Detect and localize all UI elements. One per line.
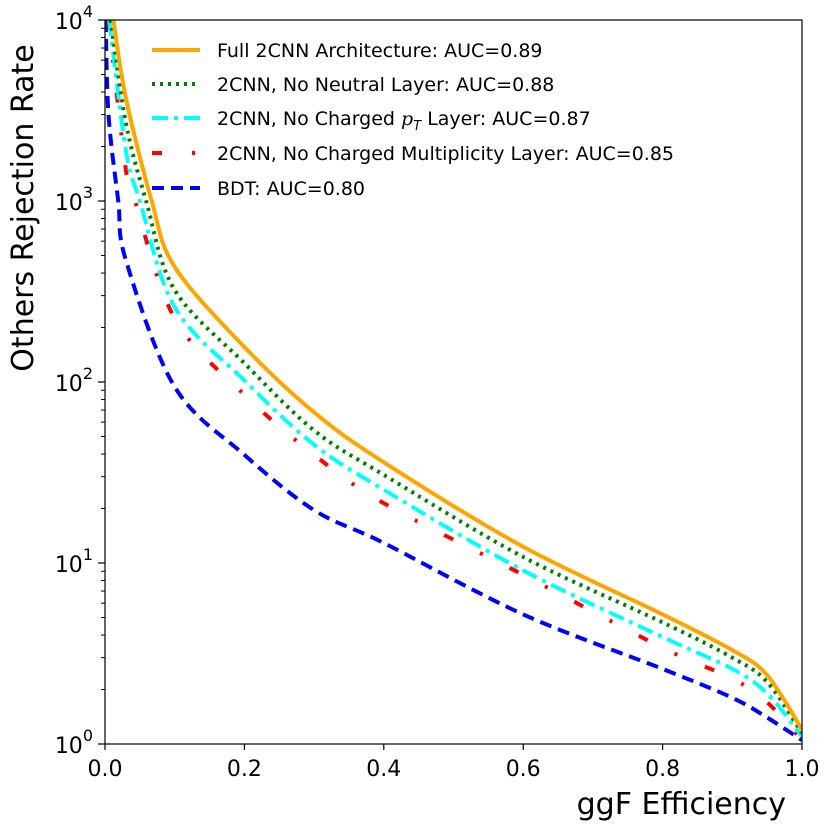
legend-item: 2CNN, No Charged pT Layer: AUC=0.87 <box>152 108 591 134</box>
x-tick-label: 0.6 <box>506 757 541 782</box>
legend-label: 2CNN, No Neutral Layer: AUC=0.88 <box>217 74 554 96</box>
y-axis-title: Others Rejection Rate <box>6 44 41 371</box>
legend-label: 2CNN, No Charged Multiplicity Layer: AUC… <box>217 143 674 165</box>
x-tick-label: 0.0 <box>88 757 123 782</box>
y-axis: 100 101 102 103 104 <box>55 2 105 759</box>
x-tick-label: 0.2 <box>227 757 262 782</box>
series-line <box>111 20 802 731</box>
legend-item: 2CNN, No Neutral Layer: AUC=0.88 <box>152 74 554 96</box>
legend-item: BDT: AUC=0.80 <box>152 178 365 200</box>
y-tick-label: 102 <box>55 364 93 397</box>
series-line <box>108 20 802 735</box>
x-tick-label: 0.8 <box>645 757 680 782</box>
y-tick-label: 100 <box>55 726 93 759</box>
legend-label: 2CNN, No Charged pT Layer: AUC=0.87 <box>217 108 591 134</box>
x-axis-title: ggF Efficiency <box>577 787 786 822</box>
legend-item: Full 2CNN Architecture: AUC=0.89 <box>152 40 543 62</box>
legend: Full 2CNN Architecture: AUC=0.89 2CNN, No… <box>152 40 674 200</box>
x-axis: 0.0 0.2 0.4 0.6 0.8 1.0 <box>88 744 820 782</box>
y-tick-label: 104 <box>55 2 93 35</box>
legend-label: Full 2CNN Architecture: AUC=0.89 <box>217 40 543 62</box>
y-tick-label: 103 <box>55 183 93 216</box>
x-tick-label: 0.4 <box>366 757 401 782</box>
series-line <box>107 20 802 738</box>
x-tick-label: 1.0 <box>785 757 820 782</box>
legend-item: 2CNN, No Charged Multiplicity Layer: AUC… <box>152 143 674 165</box>
y-tick-label: 101 <box>55 545 93 578</box>
plot-area <box>105 20 802 742</box>
legend-label: BDT: AUC=0.80 <box>217 178 365 200</box>
series-line <box>105 20 802 742</box>
